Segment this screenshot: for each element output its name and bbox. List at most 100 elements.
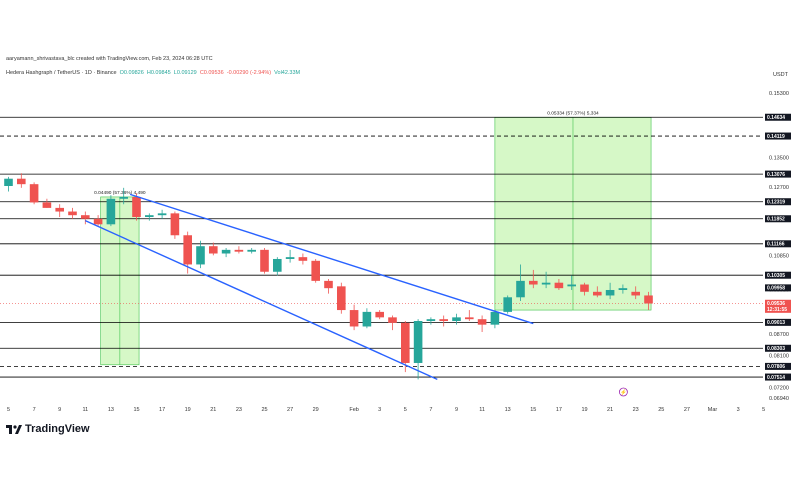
event-marker-icon xyxy=(619,387,628,397)
candle-body xyxy=(273,258,282,272)
price-chart[interactable]: 0.04490 (57.36%) 4,490 0.05334 (57.37%) 5… xyxy=(0,78,800,418)
currency-label: USDT xyxy=(773,72,788,78)
candle-body xyxy=(29,184,39,203)
candle-body xyxy=(183,235,192,265)
candle-body xyxy=(298,257,308,261)
time-tick-label: Feb xyxy=(349,407,358,413)
candle-body xyxy=(452,317,461,322)
price-tag-label: 12:31:55 xyxy=(767,307,787,313)
candle-body xyxy=(593,291,602,296)
candle-body xyxy=(221,249,231,254)
candle-body xyxy=(567,284,576,287)
time-tick-label: 25 xyxy=(261,407,267,413)
candle-body xyxy=(234,249,244,252)
candle-body xyxy=(516,280,525,298)
price-tick-label: 0.13500 xyxy=(769,156,789,162)
tradingview-logo-icon xyxy=(6,424,22,434)
candle-body xyxy=(196,246,205,265)
ohlc-open: O0.09826 xyxy=(119,70,144,76)
ohlc-close: C0.09536 xyxy=(199,70,224,76)
candle-body xyxy=(93,218,103,225)
candle-body xyxy=(631,291,640,296)
level-tag-label: 0.10305 xyxy=(767,273,785,279)
time-tick-label: 25 xyxy=(658,407,664,413)
time-tick-label: 21 xyxy=(607,407,613,413)
level-tag-0.11166 xyxy=(765,240,791,248)
candle-body xyxy=(644,295,653,304)
candle-body xyxy=(375,311,384,318)
candle-body xyxy=(145,215,154,218)
price-tick-label: 0.08700 xyxy=(769,332,789,338)
candle-body xyxy=(247,249,256,252)
level-tag-0.10305 xyxy=(765,271,791,279)
price-tag xyxy=(765,284,791,292)
candle-body xyxy=(413,321,423,363)
level-tag-label: 0.14119 xyxy=(767,134,785,140)
candle-body xyxy=(311,260,320,281)
trendline-1 xyxy=(129,193,534,325)
price-tick-label: 0.12700 xyxy=(769,185,789,191)
time-tick-label: 15 xyxy=(133,407,139,413)
candle-body xyxy=(529,280,538,285)
candle-body xyxy=(324,280,333,289)
candle-body xyxy=(580,284,589,292)
time-tick-label: 3 xyxy=(737,407,740,413)
time-tick-label: 13 xyxy=(505,407,511,413)
measure-zone-1-label: 0.04490 (57.36%) 4,490 xyxy=(94,190,146,196)
candle-body xyxy=(477,319,487,325)
candle-body xyxy=(17,178,26,185)
candle-body xyxy=(260,249,269,272)
level-tag-0.07514 xyxy=(765,373,791,381)
candle-body xyxy=(119,196,128,199)
volume-value: Vol42.33M xyxy=(274,70,301,76)
event-marker-label: ⚡ xyxy=(620,389,627,396)
candle-body xyxy=(4,178,13,186)
symbol-info-row: Hedera Hashgraph / TetherUS · 1D · Binan… xyxy=(6,70,300,76)
time-tick-label: 9 xyxy=(58,407,61,413)
measure-zone-2-label: 0.05334 (57.37%) 5,334 xyxy=(547,110,599,116)
level-tag-label: 0.07514 xyxy=(767,375,785,381)
candle-body xyxy=(337,286,346,311)
time-tick-label: 27 xyxy=(287,407,293,413)
time-tick-label: Mar xyxy=(708,407,718,413)
ohlc-low: L0.09129 xyxy=(173,70,197,76)
candle-body xyxy=(554,282,564,289)
level-tag-label: 0.14634 xyxy=(767,115,785,121)
candle-body xyxy=(490,311,500,325)
candle-body xyxy=(388,317,397,323)
candle-body xyxy=(81,215,90,219)
time-tick-label: 11 xyxy=(82,407,88,413)
candle-body xyxy=(209,246,218,254)
level-tag-0.11852 xyxy=(765,215,791,223)
level-tag-0.14119 xyxy=(765,132,791,140)
price-tag xyxy=(765,299,791,307)
symbol-name[interactable]: Hedera Hashgraph / TetherUS · 1D · Binan… xyxy=(6,70,117,76)
candle-body xyxy=(106,198,116,225)
time-tick-label: 23 xyxy=(633,407,639,413)
candle-body xyxy=(42,202,52,208)
level-tag-0.14634 xyxy=(765,113,791,121)
time-tick-label: 19 xyxy=(185,407,191,413)
time-tick-label: 7 xyxy=(33,407,36,413)
level-tag-0.07806 xyxy=(765,362,791,370)
level-tag-0.12319 xyxy=(765,198,791,206)
candle-body xyxy=(503,297,512,312)
time-tick-label: 13 xyxy=(108,407,114,413)
price-tick-label: 0.07200 xyxy=(769,385,789,391)
time-tick-label: 23 xyxy=(236,407,242,413)
price-tag-label: 0.09536 xyxy=(767,301,785,307)
ohlc-change: -0.00290 (-2.94%) xyxy=(226,70,272,76)
tradingview-logo[interactable]: TradingView xyxy=(6,423,90,435)
time-tick-label: 5 xyxy=(762,407,765,413)
tradingview-logo-text: TradingView xyxy=(25,423,90,435)
level-tag-0.09013 xyxy=(765,318,791,326)
candle-body xyxy=(426,319,436,322)
level-tag-label: 0.11852 xyxy=(767,217,785,223)
candle-body xyxy=(362,311,372,327)
time-tick-label: 9 xyxy=(455,407,458,413)
candle-body xyxy=(68,211,77,216)
level-tag-0.13076 xyxy=(765,170,791,178)
time-tick-label: 17 xyxy=(556,407,562,413)
level-tag-label: 0.09013 xyxy=(767,320,785,326)
candle-body xyxy=(132,196,141,218)
